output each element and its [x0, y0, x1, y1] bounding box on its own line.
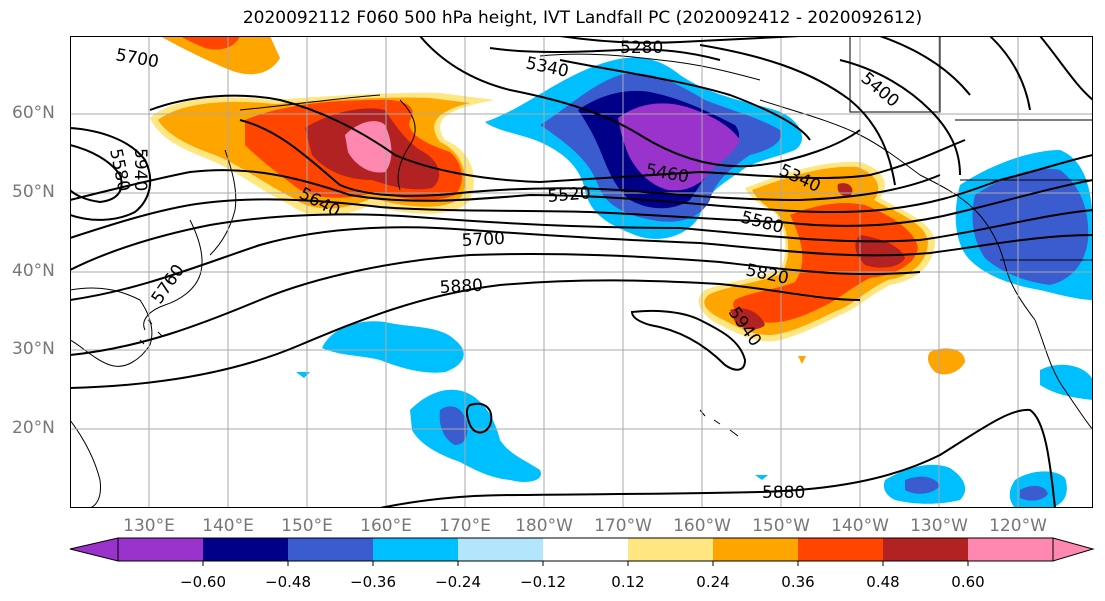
colorbar: [69, 537, 1095, 566]
colorbar-tick-label: 0.36: [781, 573, 815, 591]
colorbar-bin: [628, 538, 713, 561]
lon-label: 140°E: [202, 516, 254, 536]
lat-label: 60°N: [12, 103, 55, 123]
graticule: [70, 36, 1093, 508]
colorbar-bin: [288, 538, 373, 561]
lat-label: 20°N: [12, 418, 55, 438]
lat-label: 50°N: [12, 182, 55, 202]
contour-label: 5520: [547, 183, 592, 207]
map-frame: [70, 36, 1093, 508]
colorbar-bin: [373, 538, 458, 561]
colorbar-bin: [543, 538, 628, 561]
colorbar-tick-label: −0.24: [435, 573, 481, 591]
colorbar-bin: [458, 538, 543, 561]
contour-label-group: 5700 5280 5340 5400 5580 5940 5640 5520 …: [105, 38, 903, 503]
lon-label: 140°W: [831, 516, 889, 536]
colorbar-tick-label: −0.12: [520, 573, 566, 591]
lon-label: 170°W: [594, 516, 652, 536]
contour-label: 5940: [130, 148, 150, 191]
map-title: 2020092112 F060 500 hPa height, IVT Land…: [242, 8, 923, 28]
lon-label: 180°W: [515, 516, 573, 536]
positive-ivt-region-northwest: [150, 36, 495, 217]
contour-label: 5880: [762, 483, 805, 503]
colorbar-tick-label: −0.48: [265, 573, 311, 591]
colorbar-tick-label: 0.24: [696, 573, 730, 591]
lon-label: 170°E: [439, 516, 491, 536]
contour-label: 5700: [461, 229, 505, 251]
lon-label: 160°E: [360, 516, 412, 536]
colorbar-bin: [968, 538, 1053, 561]
lat-label: 30°N: [12, 339, 55, 359]
lon-label: 150°W: [752, 516, 810, 536]
colorbar-tick-label: 0.60: [951, 573, 985, 591]
lon-label: 150°E: [281, 516, 333, 536]
colorbar-max-arrow: [1052, 537, 1095, 562]
colorbar-tick-label: 0.12: [611, 573, 645, 591]
colorbar-tick-label: −0.36: [350, 573, 396, 591]
colorbar-bin: [798, 538, 883, 561]
colorbar-bin: [883, 538, 968, 561]
coastlines: [70, 36, 1093, 508]
contour-label: 5280: [620, 38, 663, 58]
colorbar-bin: [118, 538, 203, 561]
lon-label: 130°W: [910, 516, 968, 536]
lon-label: 160°W: [673, 516, 731, 536]
negative-ivt-region-subtropics: [296, 321, 1067, 508]
height-contours: [70, 36, 1093, 508]
colorbar-bin: [203, 538, 288, 561]
positive-ivt-region-northeast: [698, 161, 965, 375]
colorbar-tick-label: 0.48: [866, 573, 900, 591]
lon-label: 130°E: [123, 516, 175, 536]
colorbar-min-arrow: [69, 537, 119, 562]
lat-label: 40°N: [12, 261, 55, 281]
colorbar-tick-label: −0.60: [180, 573, 226, 591]
lon-label: 120°W: [989, 516, 1047, 536]
contour-label: 5880: [439, 276, 483, 298]
colorbar-bin: [713, 538, 798, 561]
